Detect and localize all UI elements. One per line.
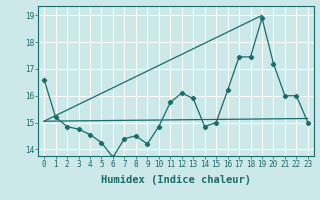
X-axis label: Humidex (Indice chaleur): Humidex (Indice chaleur) (101, 175, 251, 185)
